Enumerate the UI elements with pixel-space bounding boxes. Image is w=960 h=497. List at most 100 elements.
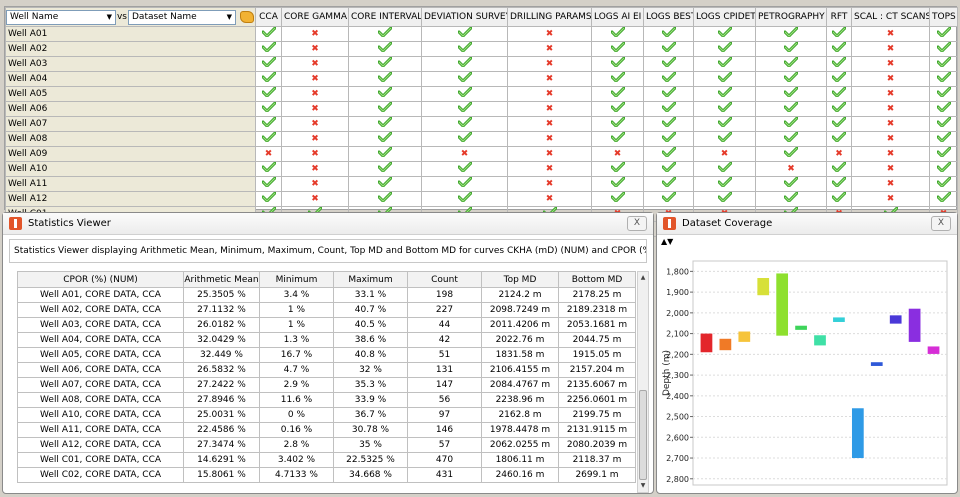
matrix-cell[interactable] bbox=[255, 56, 282, 72]
matrix-cell[interactable] bbox=[826, 176, 852, 192]
matrix-cell[interactable] bbox=[255, 41, 282, 57]
column-header[interactable]: TOPS bbox=[929, 7, 958, 27]
matrix-cell[interactable] bbox=[591, 176, 644, 192]
matrix-cell[interactable] bbox=[826, 86, 852, 102]
column-header[interactable]: Bottom MD bbox=[558, 271, 636, 288]
matrix-cell[interactable]: ✖ bbox=[851, 116, 930, 132]
matrix-cell[interactable] bbox=[755, 131, 827, 147]
matrix-cell[interactable] bbox=[348, 176, 422, 192]
column-header[interactable]: DEVIATION SURVEY bbox=[421, 7, 508, 27]
matrix-cell[interactable] bbox=[421, 71, 508, 87]
matrix-cell[interactable] bbox=[255, 101, 282, 117]
column-header[interactable]: Arithmetic Mean bbox=[183, 271, 260, 288]
matrix-cell[interactable] bbox=[348, 101, 422, 117]
matrix-cell[interactable] bbox=[255, 86, 282, 102]
matrix-cell[interactable] bbox=[693, 86, 756, 102]
matrix-cell[interactable] bbox=[643, 116, 694, 132]
matrix-cell[interactable]: ✖ bbox=[851, 71, 930, 87]
matrix-cell[interactable]: ✖ bbox=[851, 191, 930, 207]
column-header[interactable]: RFT bbox=[826, 7, 852, 27]
row-label[interactable]: Well A05 bbox=[5, 86, 256, 102]
matrix-cell[interactable] bbox=[591, 56, 644, 72]
matrix-cell[interactable]: ✖ bbox=[507, 176, 592, 192]
matrix-cell[interactable] bbox=[591, 41, 644, 57]
row-label[interactable]: Well A07 bbox=[5, 116, 256, 132]
matrix-cell[interactable] bbox=[591, 86, 644, 102]
statistics-row[interactable]: Well A02, CORE DATA, CCA 27.1132 % 1 % 40.7… bbox=[17, 302, 636, 318]
matrix-cell[interactable]: ✖ bbox=[281, 131, 349, 147]
matrix-cell[interactable] bbox=[643, 86, 694, 102]
column-header[interactable]: Count bbox=[407, 271, 482, 288]
statistics-row[interactable]: Well A11, CORE DATA, CCA 22.4586 % 0.16 % 3… bbox=[17, 422, 636, 438]
row-label[interactable]: Well A10 bbox=[5, 161, 256, 177]
matrix-cell[interactable]: ✖ bbox=[507, 56, 592, 72]
matrix-cell[interactable] bbox=[421, 56, 508, 72]
matrix-cell[interactable]: ✖ bbox=[851, 56, 930, 72]
statistics-row[interactable]: Well A06, CORE DATA, CCA 26.5832 % 4.7 % 32… bbox=[17, 362, 636, 378]
row-label[interactable]: Well A02 bbox=[5, 41, 256, 57]
matrix-cell[interactable] bbox=[591, 101, 644, 117]
row-label[interactable]: Well A11 bbox=[5, 176, 256, 192]
matrix-cell[interactable]: ✖ bbox=[281, 41, 349, 57]
sort-toggle-icon[interactable]: ▲▼ bbox=[661, 237, 674, 246]
column-header[interactable]: LOGS CPIDET bbox=[693, 7, 756, 27]
matrix-cell[interactable]: ✖ bbox=[851, 41, 930, 57]
matrix-cell[interactable] bbox=[643, 161, 694, 177]
hand-pointer-icon[interactable] bbox=[240, 11, 254, 23]
matrix-cell[interactable] bbox=[755, 101, 827, 117]
matrix-cell[interactable] bbox=[693, 56, 756, 72]
matrix-cell[interactable] bbox=[348, 86, 422, 102]
statistics-row[interactable]: Well A07, CORE DATA, CCA 27.2422 % 2.9 % 35… bbox=[17, 377, 636, 393]
matrix-cell[interactable] bbox=[348, 41, 422, 57]
matrix-cell[interactable] bbox=[421, 191, 508, 207]
close-icon[interactable]: X bbox=[627, 216, 647, 231]
matrix-cell[interactable] bbox=[826, 26, 852, 42]
matrix-cell[interactable]: ✖ bbox=[507, 191, 592, 207]
matrix-cell[interactable] bbox=[929, 146, 958, 162]
matrix-cell[interactable]: ✖ bbox=[755, 161, 827, 177]
matrix-cell[interactable] bbox=[755, 191, 827, 207]
matrix-cell[interactable] bbox=[643, 131, 694, 147]
matrix-cell[interactable] bbox=[255, 191, 282, 207]
matrix-cell[interactable] bbox=[929, 41, 958, 57]
matrix-cell[interactable] bbox=[826, 131, 852, 147]
matrix-cell[interactable]: ✖ bbox=[507, 131, 592, 147]
matrix-cell[interactable] bbox=[421, 131, 508, 147]
matrix-cell[interactable]: ✖ bbox=[281, 161, 349, 177]
matrix-cell[interactable] bbox=[755, 41, 827, 57]
matrix-cell[interactable] bbox=[255, 131, 282, 147]
row-label[interactable]: Well A12 bbox=[5, 191, 256, 207]
matrix-cell[interactable]: ✖ bbox=[507, 161, 592, 177]
row-label[interactable]: Well A09 bbox=[5, 146, 256, 162]
column-dimension-select[interactable]: Dataset Name ▼ bbox=[128, 9, 236, 25]
matrix-cell[interactable] bbox=[421, 41, 508, 57]
matrix-cell[interactable]: ✖ bbox=[851, 26, 930, 42]
matrix-cell[interactable] bbox=[826, 161, 852, 177]
matrix-cell[interactable] bbox=[643, 26, 694, 42]
column-header[interactable]: DRILLING PARAMS bbox=[507, 7, 592, 27]
matrix-cell[interactable] bbox=[693, 41, 756, 57]
matrix-cell[interactable] bbox=[255, 71, 282, 87]
column-header[interactable]: SCAL : CT SCANS bbox=[851, 7, 930, 27]
matrix-cell[interactable] bbox=[693, 131, 756, 147]
column-header[interactable]: Minimum bbox=[259, 271, 334, 288]
matrix-cell[interactable] bbox=[929, 116, 958, 132]
matrix-cell[interactable] bbox=[929, 176, 958, 192]
matrix-cell[interactable] bbox=[348, 191, 422, 207]
matrix-cell[interactable] bbox=[591, 26, 644, 42]
matrix-cell[interactable] bbox=[643, 56, 694, 72]
matrix-cell[interactable] bbox=[255, 116, 282, 132]
matrix-cell[interactable] bbox=[755, 26, 827, 42]
matrix-cell[interactable] bbox=[255, 26, 282, 42]
matrix-cell[interactable]: ✖ bbox=[281, 116, 349, 132]
column-header[interactable]: CCA bbox=[255, 7, 282, 27]
matrix-cell[interactable]: ✖ bbox=[281, 146, 349, 162]
statistics-row[interactable]: Well C02, CORE DATA, CCA 15.8061 % 4.7133 … bbox=[17, 467, 636, 483]
matrix-cell[interactable]: ✖ bbox=[851, 101, 930, 117]
matrix-cell[interactable] bbox=[421, 161, 508, 177]
matrix-cell[interactable] bbox=[421, 116, 508, 132]
matrix-cell[interactable] bbox=[826, 56, 852, 72]
matrix-cell[interactable] bbox=[826, 41, 852, 57]
matrix-cell[interactable] bbox=[591, 71, 644, 87]
matrix-cell[interactable] bbox=[591, 191, 644, 207]
